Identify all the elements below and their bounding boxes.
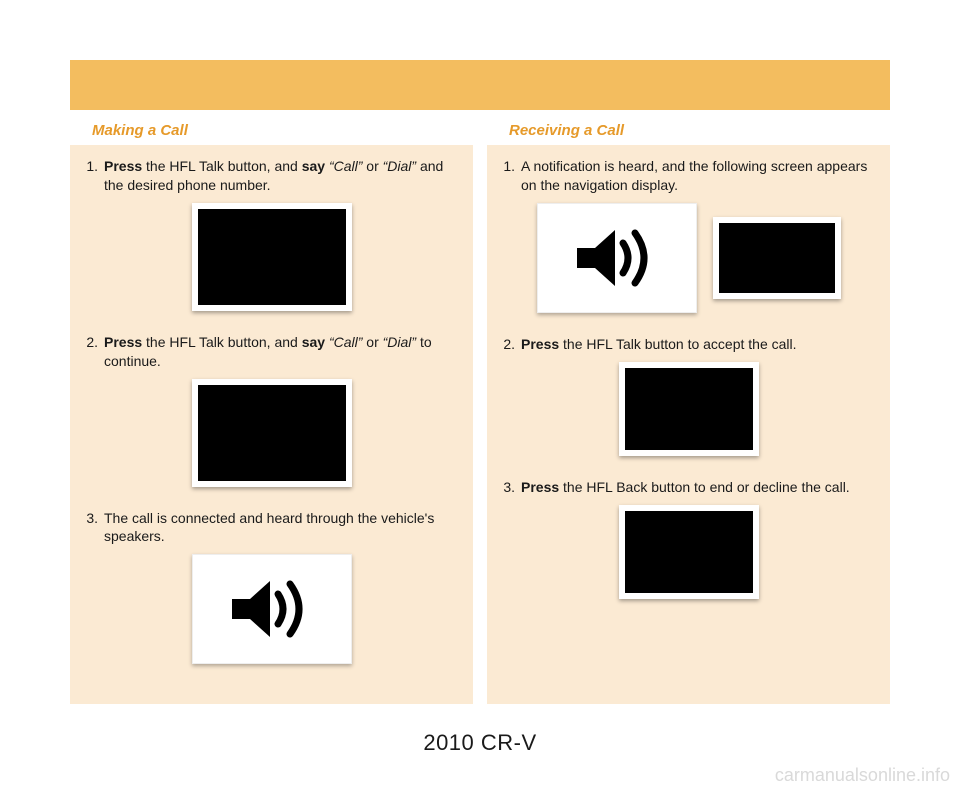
- step-body: Press the HFL Talk button to accept the …: [521, 335, 876, 354]
- screenshot-placeholder: [713, 217, 841, 299]
- italic-cmd: “Call”: [325, 334, 362, 350]
- watermark: carmanualsonline.info: [775, 765, 950, 786]
- screenshot-placeholder: [619, 362, 759, 456]
- step-body: A notification is heard, and the followi…: [521, 157, 876, 195]
- screenshot-placeholder: [619, 505, 759, 599]
- receiving-step-2: 2. Press the HFL Talk button to accept t…: [501, 335, 876, 354]
- step-number: 3.: [501, 478, 521, 497]
- italic-cmd2: “Dial”: [383, 334, 416, 350]
- step-number: 1.: [501, 157, 521, 195]
- bold-press: Press: [521, 336, 559, 352]
- speaker-graphic: [192, 554, 352, 664]
- making-a-call-panel: 1. Press the HFL Talk button, and say “C…: [70, 145, 473, 704]
- bold-press: Press: [521, 479, 559, 495]
- step-body: Press the HFL Talk button, and say “Call…: [104, 157, 459, 195]
- step-number: 3.: [84, 509, 104, 547]
- speaker-icon: [222, 569, 322, 649]
- screenshot-placeholder: [192, 379, 352, 487]
- bold-say: say: [302, 158, 325, 174]
- speaker-graphic: [537, 203, 697, 313]
- screenshot-placeholder: [192, 203, 352, 311]
- making-step-3: 3. The call is connected and heard throu…: [84, 509, 459, 547]
- right-column: Receiving a Call 1. A notification is he…: [487, 118, 890, 704]
- making-step-2: 2. Press the HFL Talk button, and say “C…: [84, 333, 459, 371]
- receiving-a-call-title: Receiving a Call: [487, 118, 890, 145]
- step-body: Press the HFL Talk button, and say “Call…: [104, 333, 459, 371]
- header-bar: [70, 60, 890, 110]
- speaker-icon: [567, 218, 667, 298]
- receiving-a-call-panel: 1. A notification is heard, and the foll…: [487, 145, 890, 704]
- step-number: 1.: [84, 157, 104, 195]
- making-step-1: 1. Press the HFL Talk button, and say “C…: [84, 157, 459, 195]
- bold-press: Press: [104, 158, 142, 174]
- bold-press: Press: [104, 334, 142, 350]
- italic-cmd2: “Dial”: [383, 158, 416, 174]
- step-body: The call is connected and heard through …: [104, 509, 459, 547]
- left-column: Making a Call 1. Press the HFL Talk butt…: [70, 118, 473, 704]
- step-number: 2.: [84, 333, 104, 371]
- receiving-step-1: 1. A notification is heard, and the foll…: [501, 157, 876, 195]
- receiving-step-3: 3. Press the HFL Back button to end or d…: [501, 478, 876, 497]
- step-number: 2.: [501, 335, 521, 354]
- footer-model-name: 2010 CR-V: [70, 730, 890, 756]
- step-body: Press the HFL Back button to end or decl…: [521, 478, 876, 497]
- making-a-call-title: Making a Call: [70, 118, 473, 145]
- bold-say: say: [302, 334, 325, 350]
- italic-cmd: “Call”: [325, 158, 362, 174]
